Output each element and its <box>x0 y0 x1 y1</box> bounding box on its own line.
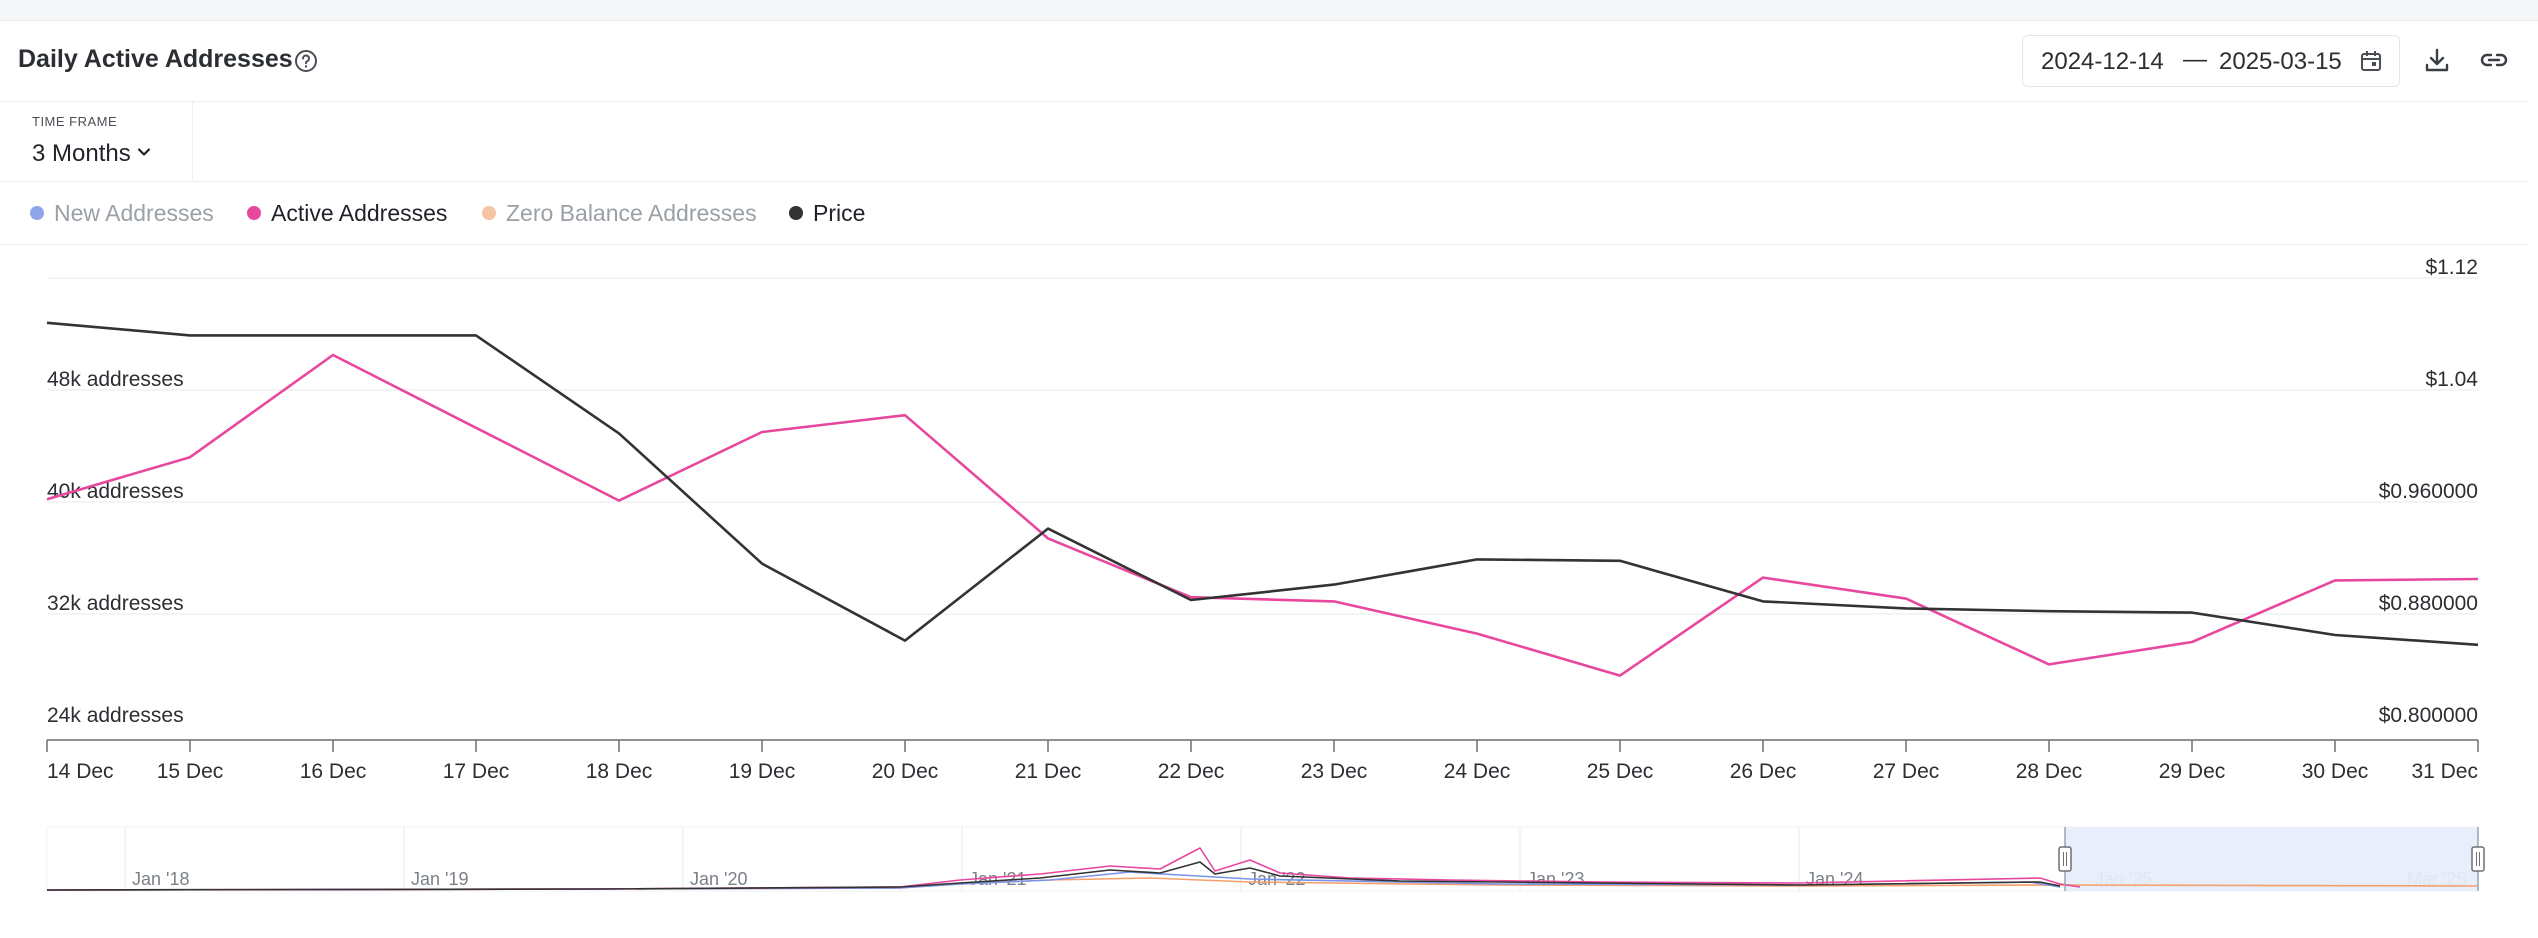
legend-item-zero-balance-addresses[interactable]: Zero Balance Addresses <box>482 200 757 227</box>
legend-label: Zero Balance Addresses <box>506 200 757 226</box>
timeframe-label: TIME FRAME <box>32 114 118 129</box>
legend-dot-active-addresses <box>247 206 261 220</box>
legend-item-active-addresses[interactable]: Active Addresses <box>247 200 447 227</box>
date-range-picker[interactable]: 2024-12-14 — 2025-03-15 <box>2022 35 2400 87</box>
legend-item-price[interactable]: Price <box>789 200 865 227</box>
left-axis-tick-label: 40k addresses <box>47 480 184 503</box>
navigator-series-price <box>46 861 2061 891</box>
x-axis-tick-label: 23 Dec <box>1301 760 1368 783</box>
legend-dot-zero-balance-addresses <box>482 206 496 220</box>
navigator-series-active <box>46 847 2081 891</box>
navigator-label: Jan '18 <box>132 869 189 889</box>
chart-header: Daily Active Addresses 2024-12-14 — 2025… <box>0 21 2528 102</box>
x-axis-tick-label: 21 Dec <box>1015 760 1082 783</box>
navigator-label: Jan '20 <box>690 869 747 889</box>
x-axis-tick-label: 29 Dec <box>2159 760 2226 783</box>
right-axis-tick-label: $0.880000 <box>2379 592 2478 615</box>
x-axis-tick-label: 14 Dec <box>47 760 114 783</box>
series-line-active-addresses <box>46 353 2479 677</box>
x-axis-tick-label: 27 Dec <box>1873 760 1940 783</box>
download-icon[interactable] <box>2422 45 2452 75</box>
date-start: 2024-12-14 <box>2041 48 2164 75</box>
chart-title: Daily Active Addresses <box>18 45 293 73</box>
right-axis-tick-label: $0.800000 <box>2379 704 2478 727</box>
x-axis-tick-label: 16 Dec <box>300 760 367 783</box>
legend-label: Price <box>813 200 866 226</box>
navigator-selection[interactable] <box>2065 827 2478 891</box>
navigator-handle[interactable] <box>2471 846 2485 872</box>
x-axis-tick-label: 19 Dec <box>729 760 796 783</box>
chart-legend: New Addresses Active Addresses Zero Bala… <box>0 181 2528 245</box>
date-separator: — <box>2183 46 2207 73</box>
x-axis-tick-label: 17 Dec <box>443 760 510 783</box>
x-axis-tick-label: 24 Dec <box>1444 760 1511 783</box>
navigator-label: Jan '21 <box>969 869 1026 889</box>
timeframe-panel: TIME FRAME 3 Months <box>0 102 193 180</box>
help-icon[interactable] <box>292 47 320 75</box>
link-icon[interactable] <box>2478 45 2510 75</box>
navigator-handle[interactable] <box>2058 846 2072 872</box>
x-axis-tick-label: 20 Dec <box>872 760 939 783</box>
timeframe-value: 3 Months <box>32 140 131 167</box>
chevron-down-icon <box>137 148 150 156</box>
legend-dot-price <box>789 206 803 220</box>
legend-item-new-addresses[interactable]: New Addresses <box>30 200 214 227</box>
x-axis-tick-label: 30 Dec <box>2302 760 2369 783</box>
date-end: 2025-03-15 <box>2219 48 2342 75</box>
x-axis-tick-label: 22 Dec <box>1158 760 1225 783</box>
timeframe-select[interactable]: 3 Months <box>32 140 151 168</box>
left-axis-tick-label: 48k addresses <box>47 368 184 391</box>
top-strip <box>0 0 2538 21</box>
calendar-icon <box>2361 51 2381 71</box>
x-axis-tick-label: 28 Dec <box>2016 760 2083 783</box>
x-axis-tick-label: 31 Dec <box>2411 760 2478 783</box>
legend-label: Active Addresses <box>271 200 448 226</box>
series-line-price <box>46 321 2479 647</box>
x-axis-tick-label: 25 Dec <box>1587 760 1654 783</box>
x-axis-tick-label: 18 Dec <box>586 760 653 783</box>
right-axis-tick-label: $1.12 <box>2425 256 2478 279</box>
x-axis-tick-label: 15 Dec <box>157 760 224 783</box>
left-axis-tick-label: 24k addresses <box>47 704 184 727</box>
right-axis-tick-label: $0.960000 <box>2379 480 2478 503</box>
x-axis-tick-label: 26 Dec <box>1730 760 1797 783</box>
navigator-label: Jan '19 <box>411 869 468 889</box>
legend-label: New Addresses <box>54 200 214 226</box>
right-axis-tick-label: $1.04 <box>2425 368 2478 391</box>
left-axis-tick-label: 32k addresses <box>47 592 184 615</box>
legend-dot-new-addresses <box>30 206 44 220</box>
